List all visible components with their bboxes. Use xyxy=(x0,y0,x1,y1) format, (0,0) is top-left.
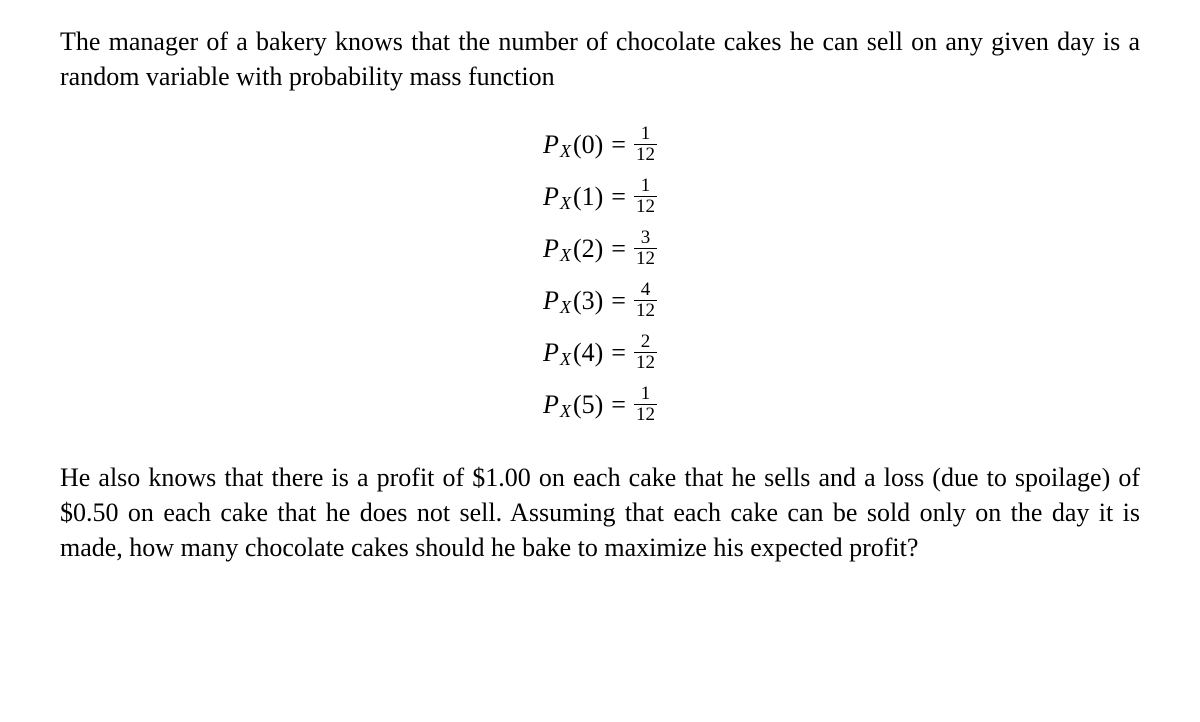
pmf-equation-block: P X (0) = 1 12 P X (1) = 1 12 P X (2) = … xyxy=(60,118,1140,430)
pmf-equation-row: P X (4) = 2 12 xyxy=(543,326,657,378)
pmf-subscript: X xyxy=(560,139,571,163)
pmf-lhs: P X (0) xyxy=(543,127,603,162)
pmf-function-symbol: P xyxy=(543,179,559,214)
problem-intro-text: The manager of a bakery knows that the n… xyxy=(60,24,1140,94)
pmf-function-symbol: P xyxy=(543,335,559,370)
fraction-denominator: 12 xyxy=(634,144,657,165)
fraction-numerator: 1 xyxy=(639,124,653,144)
pmf-fraction: 3 12 xyxy=(634,228,657,269)
fraction-denominator: 12 xyxy=(634,300,657,321)
fraction-numerator: 2 xyxy=(639,332,653,352)
equals-sign: = xyxy=(611,387,626,422)
fraction-denominator: 12 xyxy=(634,352,657,373)
pmf-subscript: X xyxy=(560,191,571,215)
fraction-numerator: 3 xyxy=(639,228,653,248)
pmf-equation-row: P X (5) = 1 12 xyxy=(543,378,657,430)
fraction-denominator: 12 xyxy=(634,248,657,269)
pmf-equation-row: P X (1) = 1 12 xyxy=(543,170,657,222)
equals-sign: = xyxy=(611,127,626,162)
pmf-fraction: 2 12 xyxy=(634,332,657,373)
pmf-equation-row: P X (2) = 3 12 xyxy=(543,222,657,274)
pmf-lhs: P X (2) xyxy=(543,231,603,266)
pmf-argument: (3) xyxy=(573,283,603,318)
fraction-numerator: 4 xyxy=(639,280,653,300)
pmf-subscript: X xyxy=(560,347,571,371)
problem-question-text: He also knows that there is a profit of … xyxy=(60,460,1140,565)
pmf-argument: (5) xyxy=(573,387,603,422)
fraction-denominator: 12 xyxy=(634,196,657,217)
pmf-fraction: 1 12 xyxy=(634,176,657,217)
pmf-argument: (0) xyxy=(573,127,603,162)
pmf-fraction: 4 12 xyxy=(634,280,657,321)
pmf-argument: (2) xyxy=(573,231,603,266)
pmf-subscript: X xyxy=(560,295,571,319)
equals-sign: = xyxy=(611,335,626,370)
equals-sign: = xyxy=(611,179,626,214)
pmf-function-symbol: P xyxy=(543,387,559,422)
equals-sign: = xyxy=(611,283,626,318)
pmf-argument: (1) xyxy=(573,179,603,214)
fraction-numerator: 1 xyxy=(639,384,653,404)
pmf-argument: (4) xyxy=(573,335,603,370)
pmf-subscript: X xyxy=(560,399,571,423)
pmf-fraction: 1 12 xyxy=(634,384,657,425)
pmf-subscript: X xyxy=(560,243,571,267)
pmf-function-symbol: P xyxy=(543,283,559,318)
pmf-lhs: P X (1) xyxy=(543,179,603,214)
equals-sign: = xyxy=(611,231,626,266)
pmf-lhs: P X (3) xyxy=(543,283,603,318)
pmf-fraction: 1 12 xyxy=(634,124,657,165)
pmf-lhs: P X (5) xyxy=(543,387,603,422)
pmf-equation-row: P X (0) = 1 12 xyxy=(543,118,657,170)
pmf-function-symbol: P xyxy=(543,127,559,162)
pmf-equation-row: P X (3) = 4 12 xyxy=(543,274,657,326)
pmf-lhs: P X (4) xyxy=(543,335,603,370)
fraction-denominator: 12 xyxy=(634,404,657,425)
fraction-numerator: 1 xyxy=(639,176,653,196)
pmf-function-symbol: P xyxy=(543,231,559,266)
